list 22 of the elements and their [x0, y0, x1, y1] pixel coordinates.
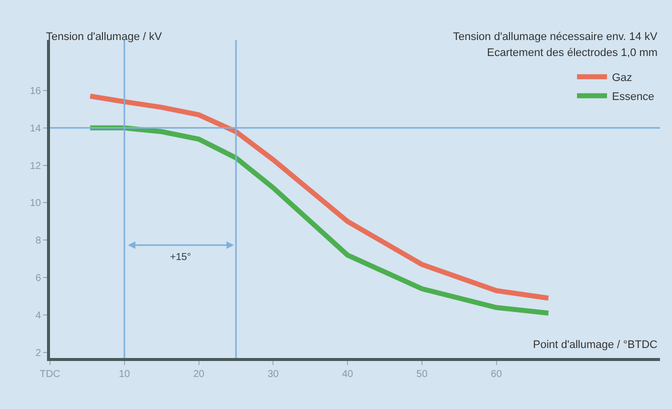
x-tick-label: 60	[490, 369, 502, 380]
x-axis-title: Point d'allumage / °BTDC	[533, 339, 658, 351]
y-axis-title: Tension d'allumage / kV	[46, 31, 162, 43]
annotation: Tension d'allumage nécessaire env. 14 kV	[453, 31, 658, 43]
y-tick-label: 2	[35, 348, 42, 359]
x-tick-label: 10	[118, 369, 130, 380]
annotation: +15°	[170, 252, 191, 263]
legend-label: Gaz	[612, 72, 632, 84]
y-tick-label: 14	[30, 123, 42, 134]
annotation: Ecartement des électrodes 1,0 mm	[487, 47, 658, 59]
y-tick-label: 12	[30, 160, 42, 172]
x-tick-label: 40	[342, 369, 354, 380]
y-tick-label: 16	[30, 86, 42, 98]
legend-label: Essence	[612, 91, 654, 104]
x-tick-label: 30	[268, 369, 280, 380]
x-tick-label: 50	[416, 369, 428, 380]
y-tick-label: 8	[35, 236, 42, 247]
x-tick-label: TDC	[40, 369, 60, 380]
y-tick-label: 4	[35, 310, 42, 322]
y-tick-label: 6	[35, 273, 42, 284]
y-tick-label: 10	[30, 198, 42, 210]
x-tick-label: 20	[193, 369, 205, 380]
